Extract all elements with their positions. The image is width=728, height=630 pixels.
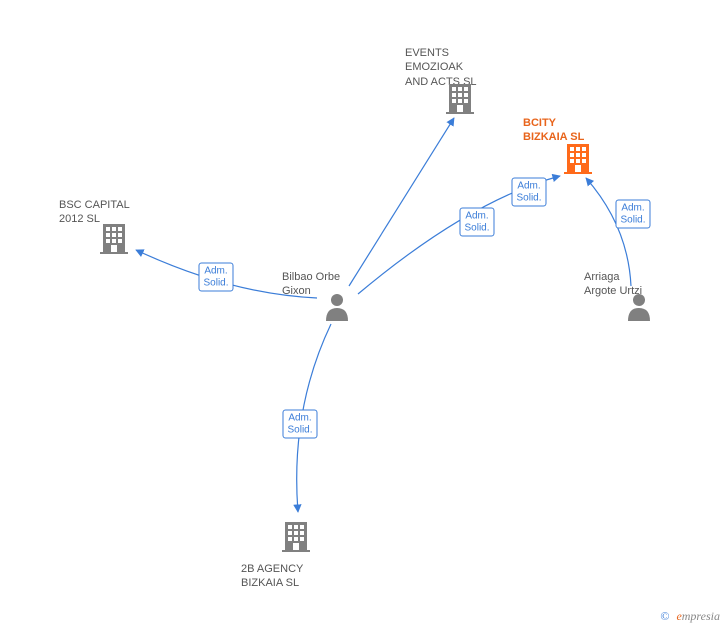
edge-label-bilbao-agency: Adm. Solid. bbox=[282, 410, 317, 439]
edges-layer bbox=[0, 0, 728, 630]
building-icon bbox=[443, 79, 477, 115]
edge-bilbao-events bbox=[349, 118, 454, 286]
node-label-agency: 2B AGENCY BIZKAIA SL bbox=[241, 562, 351, 591]
watermark-brand-rest: mpresia bbox=[682, 609, 720, 623]
edge-label-bilbao-events: Adm. Solid. bbox=[459, 208, 494, 237]
building-icon bbox=[97, 219, 131, 255]
person-icon bbox=[624, 289, 654, 321]
watermark: © empresia bbox=[660, 609, 720, 624]
copyright-symbol: © bbox=[660, 609, 669, 623]
edge-label-bilbao-bcity: Adm. Solid. bbox=[511, 178, 546, 207]
person-icon bbox=[322, 289, 352, 321]
edge-label-bilbao-bsc: Adm. Solid. bbox=[198, 263, 233, 292]
building-icon bbox=[561, 139, 595, 175]
building-icon bbox=[279, 517, 313, 553]
edge-label-arriaga-bcity: Adm. Solid. bbox=[615, 200, 650, 229]
